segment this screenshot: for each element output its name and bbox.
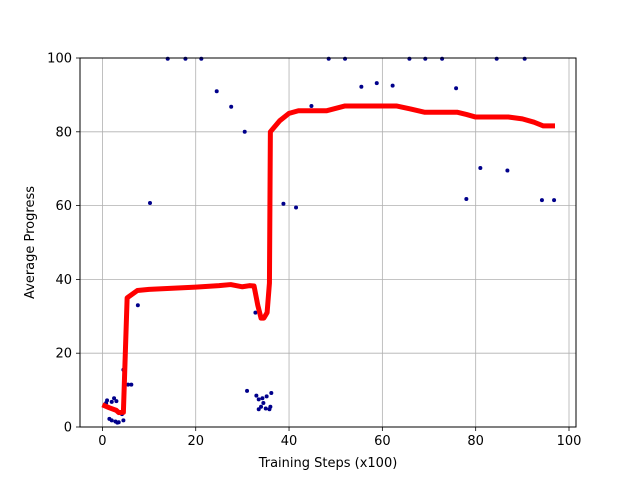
data-point	[440, 56, 445, 61]
plot-frame	[79, 57, 577, 428]
x-tick-label: 40	[281, 434, 298, 449]
data-point	[229, 104, 234, 109]
data-point	[294, 205, 299, 210]
data-point	[256, 407, 261, 412]
data-point	[343, 56, 348, 61]
x-tick-label: 20	[187, 434, 204, 449]
data-point	[256, 397, 261, 402]
data-point	[494, 56, 499, 61]
data-point	[505, 168, 510, 173]
y-tick-label: 100	[47, 52, 72, 67]
data-point	[454, 86, 459, 91]
data-point	[407, 56, 412, 61]
data-point	[539, 198, 544, 203]
data-point	[214, 89, 219, 94]
y-tick-label: 40	[55, 273, 72, 288]
scatter-series	[104, 56, 557, 425]
y-tick-label: 0	[64, 421, 72, 436]
data-point	[109, 399, 114, 404]
data-point	[269, 391, 274, 396]
data-point	[326, 56, 331, 61]
data-point	[199, 56, 204, 61]
data-point	[423, 56, 428, 61]
data-point	[309, 103, 314, 108]
data-point	[253, 310, 258, 315]
y-tick-label: 20	[55, 347, 72, 362]
data-point	[116, 420, 121, 425]
y-axis-label: Average Progress	[23, 186, 38, 299]
ticks: 0 20 40 60 80 100 0 20 40 60 80 100	[47, 52, 581, 450]
data-point	[522, 56, 527, 61]
data-point	[147, 201, 152, 206]
data-point	[129, 382, 134, 387]
x-tick-label: 80	[467, 434, 484, 449]
data-point	[112, 396, 117, 401]
data-point	[264, 394, 269, 399]
data-point	[245, 388, 250, 393]
data-point	[261, 401, 266, 406]
data-point	[109, 418, 114, 423]
data-point	[281, 201, 286, 206]
x-tick-label: 60	[374, 434, 391, 449]
data-point	[268, 404, 273, 409]
x-tick-label: 0	[98, 434, 106, 449]
x-tick-label: 100	[557, 434, 582, 449]
data-point	[135, 303, 140, 308]
data-point	[114, 399, 119, 404]
data-point	[359, 84, 364, 89]
data-point	[121, 418, 126, 423]
smoothed-progress-line	[101, 103, 555, 416]
data-point	[165, 56, 170, 61]
data-point	[260, 396, 265, 401]
data-point	[105, 398, 110, 403]
data-point	[259, 404, 264, 409]
line-series	[101, 103, 555, 416]
data-point	[390, 83, 395, 88]
data-point	[254, 393, 259, 398]
data-point	[263, 406, 268, 411]
data-point	[464, 196, 469, 201]
data-point	[242, 129, 247, 134]
data-point	[374, 81, 379, 86]
y-tick-label: 60	[55, 199, 72, 214]
data-point	[478, 165, 483, 170]
x-axis-label: Training Steps (x100)	[258, 456, 398, 471]
y-tick-label: 80	[55, 125, 72, 140]
data-point	[126, 382, 131, 387]
data-point	[183, 56, 188, 61]
data-point	[552, 198, 557, 203]
